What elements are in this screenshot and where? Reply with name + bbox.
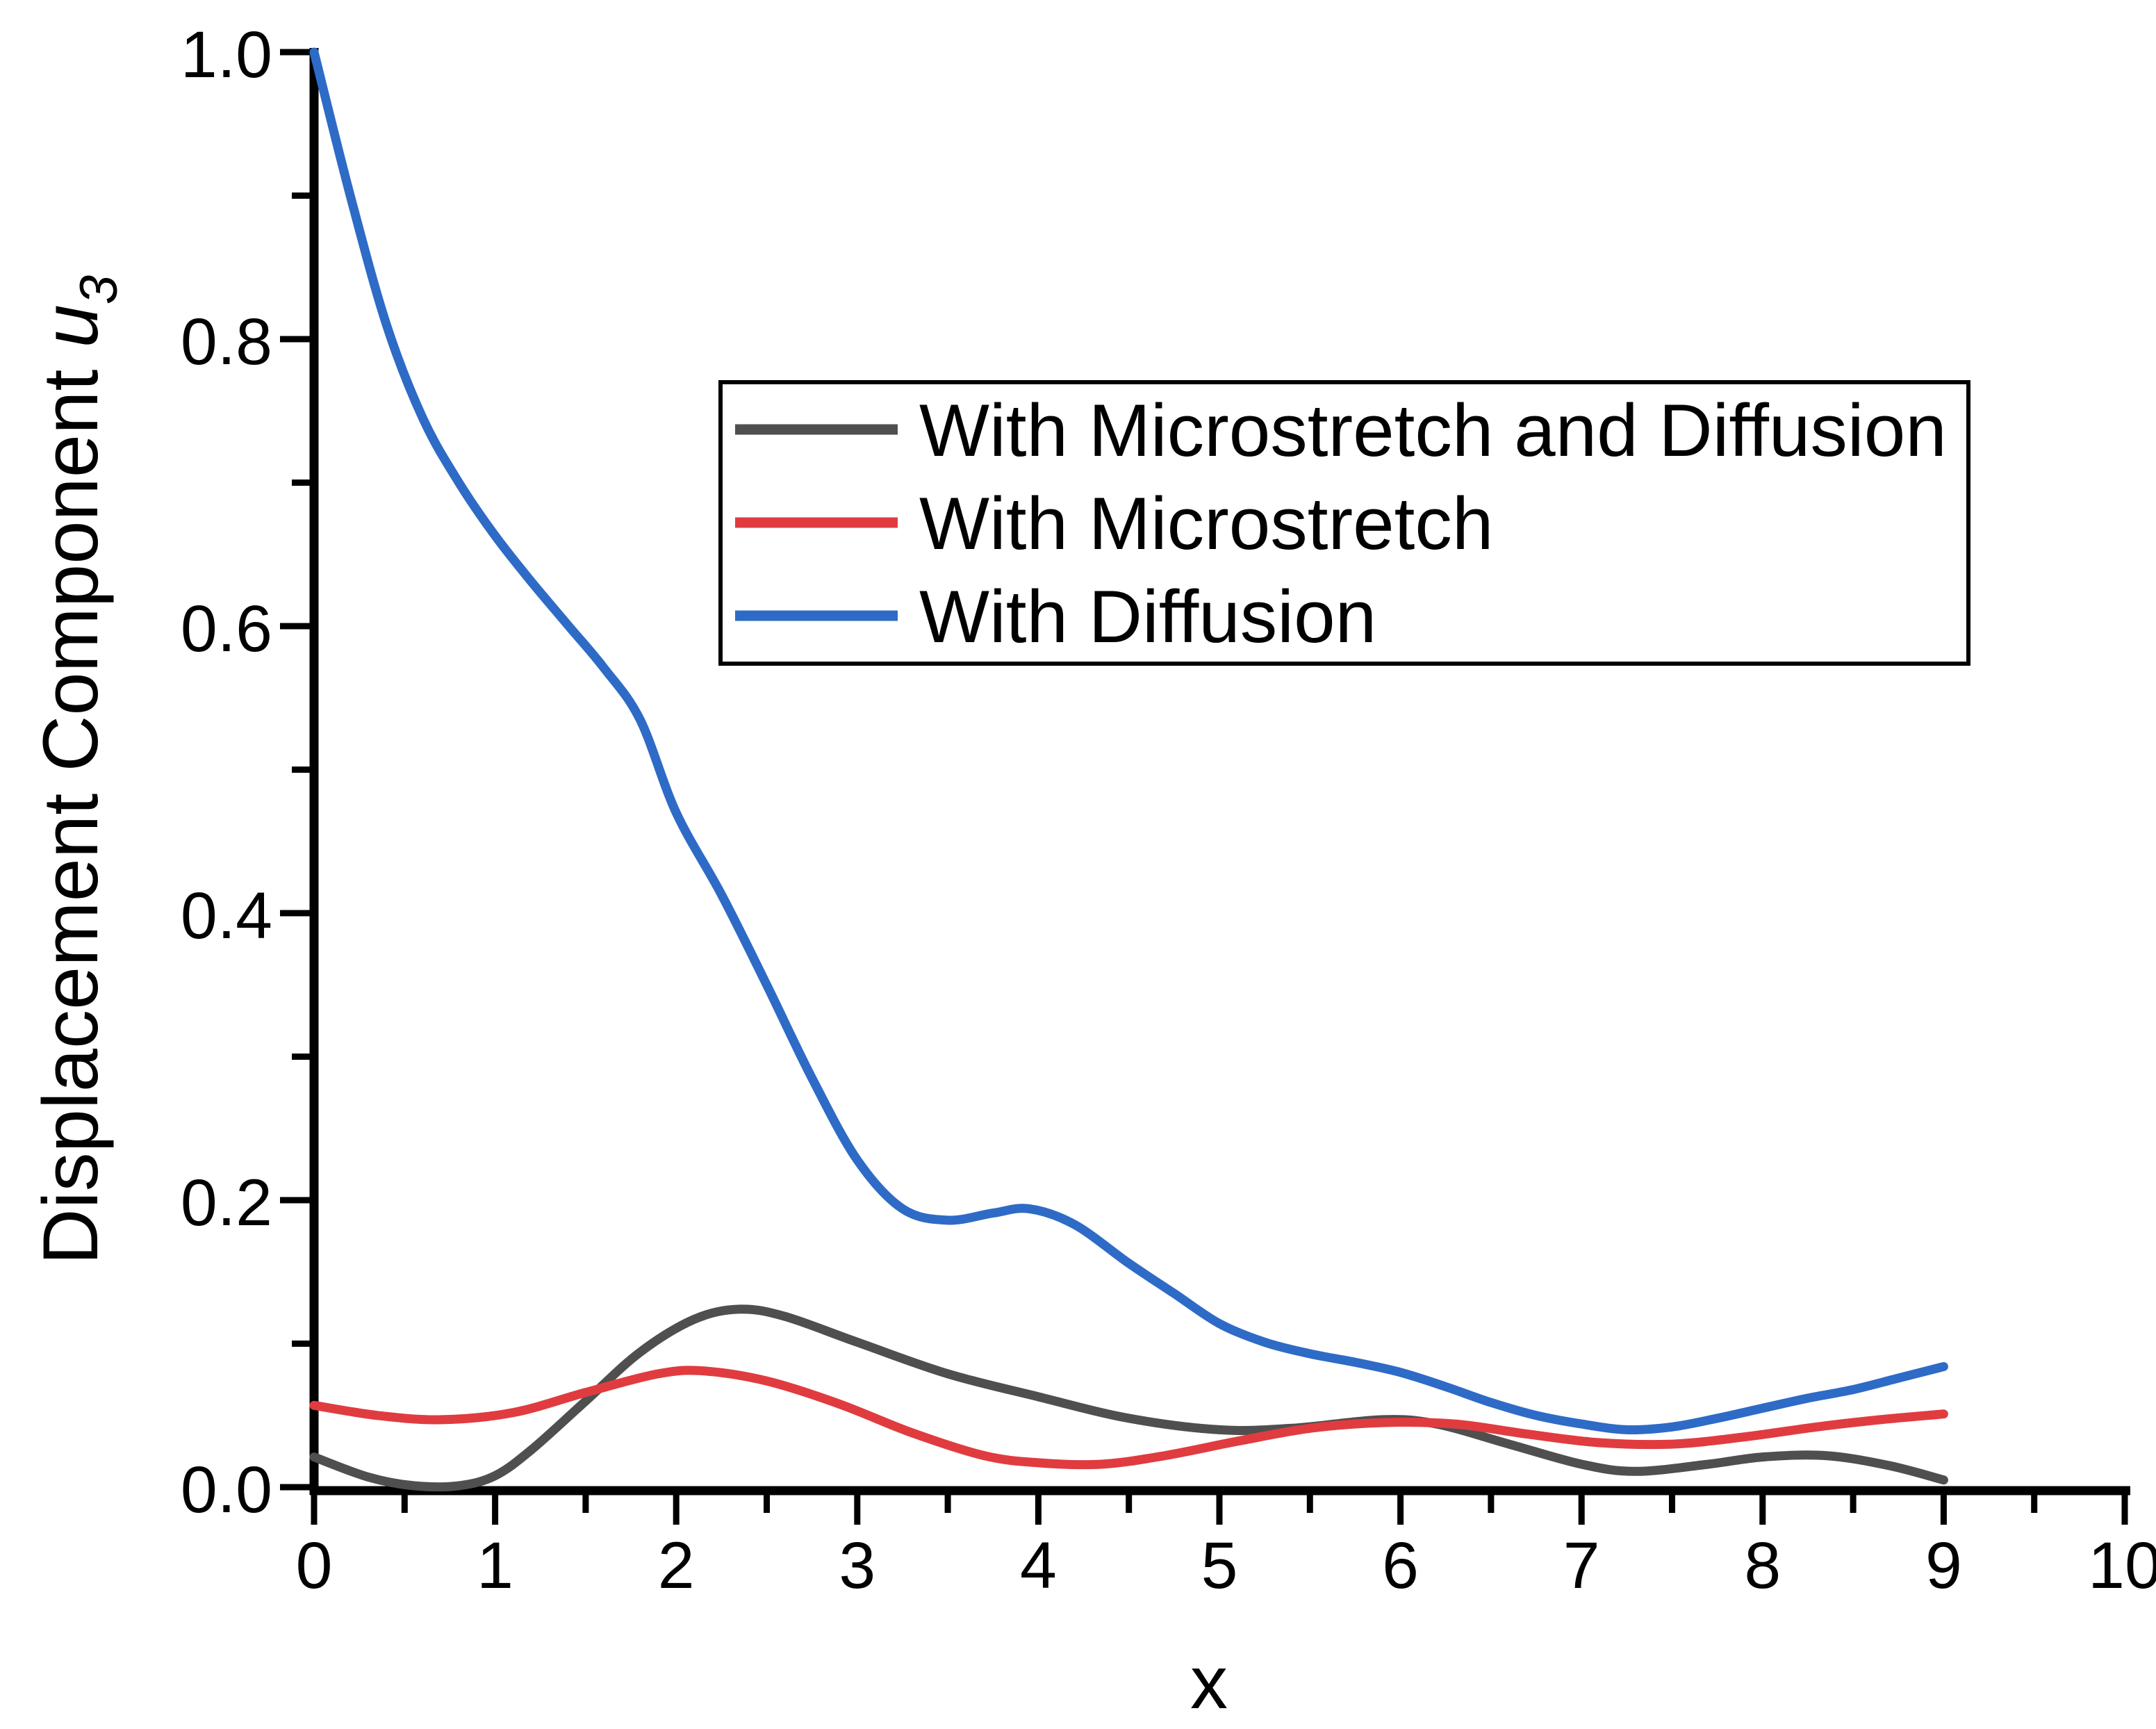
legend: With Microstretch and Diffusion With Mic… <box>718 380 1970 666</box>
y-tick-label: 0.8 <box>181 305 272 379</box>
x-tick-label: 4 <box>1020 1529 1057 1603</box>
curve-with-microstretch-and-diffusion <box>309 1304 1948 1492</box>
x-tick-label: 8 <box>1744 1529 1781 1603</box>
y-axis-title-symbol: u <box>27 304 114 347</box>
x-tick-label: 10 <box>2088 1529 2156 1603</box>
legend-label: With Diffusion <box>919 575 1376 658</box>
legend-label: With Microstretch and Diffusion <box>919 388 1947 472</box>
y-axis-title: Displacement Component u3 <box>27 275 129 1265</box>
y-tick-label: 0.2 <box>181 1166 272 1240</box>
legend-label: With Microstretch <box>919 482 1493 565</box>
x-tick-label: 9 <box>1925 1529 1962 1603</box>
legend-item-microstretch: With Microstretch <box>735 482 1493 565</box>
y-tick-label: 0.6 <box>181 592 272 666</box>
x-tick-label: 5 <box>1201 1529 1238 1603</box>
x-tick-label: 2 <box>658 1529 695 1603</box>
y-tick-label: 0.4 <box>181 879 272 953</box>
legend-item-microstretch-diffusion: With Microstretch and Diffusion <box>735 388 1947 472</box>
x-tick-label: 3 <box>839 1529 875 1603</box>
x-tick-label: 0 <box>296 1529 333 1603</box>
y-axis-title-subscript: 3 <box>69 275 129 304</box>
legend-item-diffusion: With Diffusion <box>735 575 1376 658</box>
axis-tick-labels: 0 1 2 3 4 5 6 7 8 9 10 0.0 0.2 0.4 0.6 0.8 1.0 <box>181 18 2156 1603</box>
x-tick-label: 7 <box>1563 1529 1600 1603</box>
x-tick-label: 6 <box>1382 1529 1419 1603</box>
x-tick-label: 1 <box>477 1529 513 1603</box>
y-tick-label: 0.0 <box>181 1453 272 1527</box>
data-curves <box>309 47 1948 1492</box>
y-tick-label: 1.0 <box>181 18 272 92</box>
curve-with-microstretch <box>309 1366 1948 1470</box>
y-axis-title-text: Displacement Component <box>27 347 114 1265</box>
legend-box <box>718 380 1970 666</box>
axis-ticks <box>280 49 2128 1525</box>
x-axis-title: x <box>1190 1640 1228 1724</box>
curve-with-diffusion <box>309 47 1948 1435</box>
